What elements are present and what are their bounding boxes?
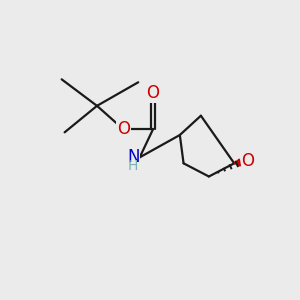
Text: O: O [242, 152, 255, 170]
Polygon shape [234, 159, 240, 166]
Text: H: H [127, 159, 137, 172]
Text: O: O [117, 120, 130, 138]
Text: O: O [146, 85, 159, 103]
Text: N: N [127, 148, 140, 166]
